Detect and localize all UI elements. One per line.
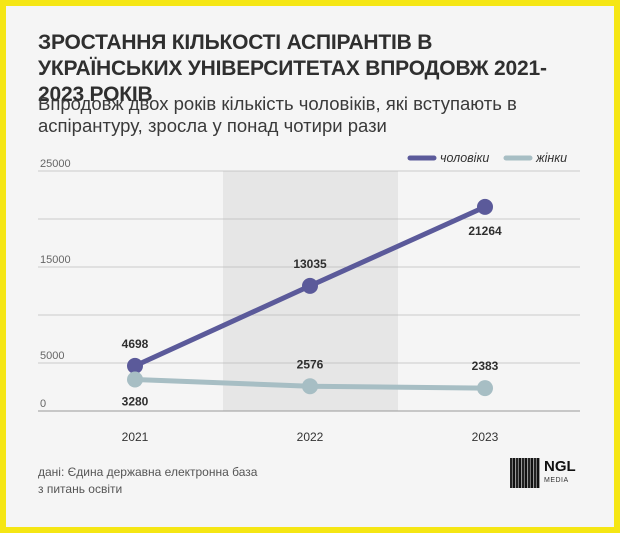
y-tick-label: 15000 bbox=[40, 254, 71, 266]
legend-label: чоловіки bbox=[440, 151, 489, 165]
data-label: 21264 bbox=[468, 224, 502, 238]
logo-subtext: MEDIA bbox=[544, 477, 569, 484]
x-tick-label: 2022 bbox=[297, 430, 324, 444]
legend: чоловіки жінки bbox=[407, 151, 567, 165]
data-point bbox=[477, 380, 493, 397]
data-labels: 4698 13035 21264 3280 2576 2383 bbox=[122, 224, 502, 409]
data-label: 13035 bbox=[293, 257, 327, 271]
logo-mark-icon bbox=[510, 458, 540, 488]
y-tick-label: 0 bbox=[40, 398, 46, 410]
source-note: дані: Єдина державна електронна база з п… bbox=[38, 465, 258, 496]
data-label: 2576 bbox=[297, 357, 324, 371]
series-points bbox=[127, 198, 493, 397]
ngl-media-logo: NGL MEDIA bbox=[510, 458, 580, 490]
data-point bbox=[302, 277, 318, 294]
logo-text: NGL bbox=[544, 458, 576, 475]
x-axis-ticks: 2021 2022 2023 bbox=[122, 430, 499, 444]
chart-subtitle: Впродовж двох років кількість чоловіків,… bbox=[38, 93, 517, 136]
y-axis-ticks: 0 5000 15000 25000 bbox=[40, 158, 71, 410]
x-tick-label: 2023 bbox=[472, 430, 499, 444]
data-label: 4698 bbox=[122, 337, 149, 351]
legend-label: жінки bbox=[535, 151, 567, 165]
data-label: 3280 bbox=[122, 395, 149, 409]
data-point bbox=[127, 371, 143, 388]
y-tick-label: 5000 bbox=[40, 350, 64, 362]
chart-title: ЗРОСТАННЯ КІЛЬКОСТІ АСПІРАНТІВ В УКРАЇНС… bbox=[38, 31, 547, 106]
x-tick-label: 2021 bbox=[122, 430, 149, 444]
data-point bbox=[127, 357, 143, 374]
data-label: 2383 bbox=[472, 359, 499, 373]
data-point bbox=[477, 198, 493, 215]
y-tick-label: 25000 bbox=[40, 158, 71, 170]
data-point bbox=[302, 378, 318, 395]
grid-lines bbox=[38, 170, 580, 412]
